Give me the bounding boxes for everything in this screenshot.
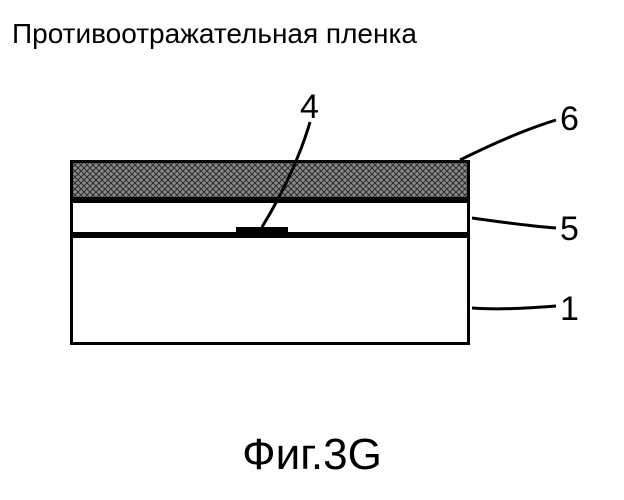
label-1: 1 [560,290,579,329]
figure-caption: Фиг.3G [0,430,624,480]
inner-tab [236,227,288,235]
label-4: 4 [300,88,319,127]
substrate-layer [70,235,470,345]
top-hatched-layer [70,160,470,200]
figure-canvas: Противоотражательная пленка 6 5 1 4 Фиг.… [0,0,624,500]
label-6: 6 [560,100,579,139]
label-5: 5 [560,210,579,249]
figure-title: Противоотражательная пленка [12,18,417,50]
